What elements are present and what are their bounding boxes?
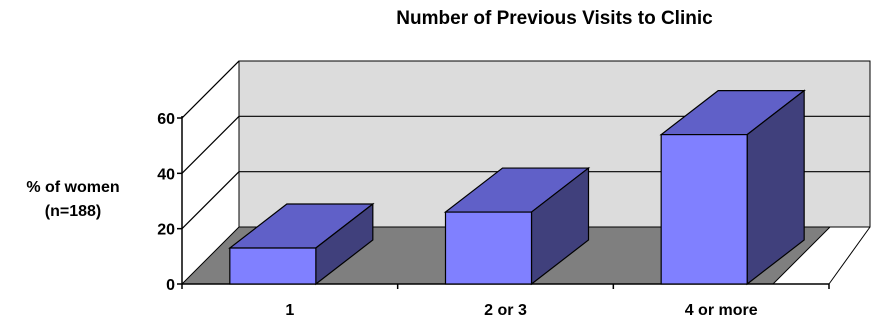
y-axis-ticks: 0 20 40 60	[157, 111, 182, 294]
y-tick-label-0: 0	[166, 277, 175, 294]
y-axis-label-line-2: (n=188)	[44, 203, 102, 220]
x-axis-ticks: 1 2 or 3 4 or more	[181, 284, 830, 319]
x-tick-label-0: 1	[285, 302, 294, 319]
gridline-diagonal-20	[181, 171, 240, 230]
floor-right-edge	[828, 226, 871, 285]
bar-2	[659, 89, 806, 286]
y-tick-label-60: 60	[157, 111, 175, 128]
x-tick-label-1: 2 or 3	[484, 302, 527, 319]
y-tick-label-40: 40	[157, 166, 175, 183]
bar-1	[443, 166, 591, 286]
bars	[228, 89, 806, 286]
gridline-diagonal-60	[181, 60, 240, 119]
y-axis-label: % of women (n=188)	[8, 176, 138, 224]
bar-front-2	[660, 134, 748, 285]
y-tick-label-20: 20	[157, 222, 175, 239]
bar-0	[228, 202, 375, 286]
gridline-diagonal-40	[181, 115, 240, 174]
y-axis-label-line-1: % of women	[26, 179, 120, 196]
bar-front-1	[444, 211, 533, 285]
x-tick-label-2: 4 or more	[685, 302, 758, 319]
chart-title: Number of Previous Visits to Clinic	[396, 8, 713, 29]
bar-front-0	[229, 247, 317, 285]
